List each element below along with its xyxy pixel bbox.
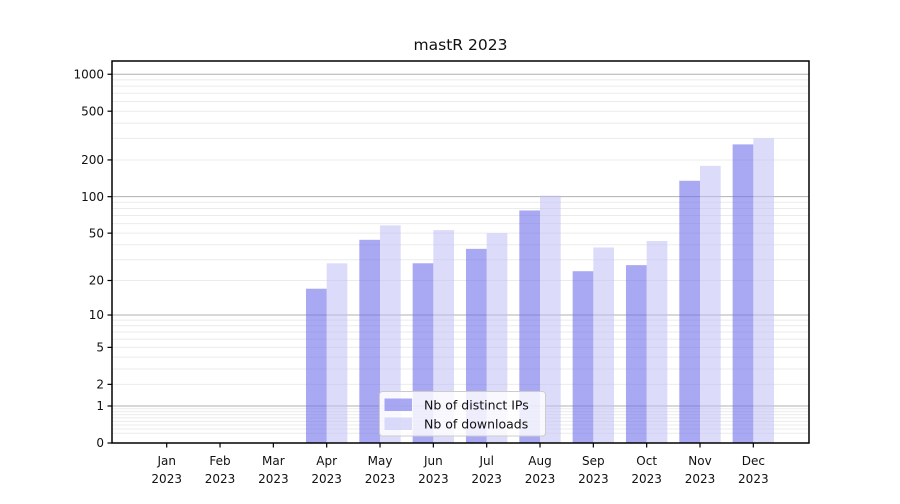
- bar-distinct-ips-may: [359, 239, 381, 443]
- y-tick-label: 1000: [73, 67, 104, 81]
- y-tick-label: 200: [81, 153, 104, 167]
- bar-distinct-ips-sep: [572, 271, 594, 443]
- y-tick-label: 1: [96, 399, 104, 413]
- x-tick-label-year: 2023: [685, 472, 716, 486]
- y-tick-label: 50: [89, 226, 104, 240]
- bar-downloads-may: [380, 225, 401, 443]
- legend-box: [379, 391, 546, 437]
- bar-downloads-jul: [486, 233, 508, 443]
- x-tick-label-year: 2023: [578, 472, 609, 486]
- x-tick-label-month: Aug: [528, 454, 551, 468]
- bar-downloads-aug: [540, 195, 561, 443]
- x-tick-label-month: Oct: [636, 454, 657, 468]
- legend-swatch-distinct-ips: [384, 398, 412, 411]
- x-tick-label-month: Dec: [742, 454, 765, 468]
- legend: Nb of distinct IPs Nb of downloads: [379, 391, 546, 437]
- y-tick-label: 10: [89, 308, 104, 322]
- y-tick-label: 500: [81, 104, 104, 118]
- x-tick-label-month: Apr: [316, 454, 337, 468]
- x-tick-label-month: Jan: [156, 454, 176, 468]
- legend-label-distinct-ips: Nb of distinct IPs: [424, 398, 529, 413]
- x-tick-label-year: 2023: [418, 472, 449, 486]
- bar-downloads-sep: [593, 247, 615, 443]
- x-tick-label-year: 2023: [151, 472, 182, 486]
- x-tick-label-year: 2023: [631, 472, 662, 486]
- bar-downloads-oct: [646, 241, 668, 443]
- x-tick-label-year: 2023: [525, 472, 556, 486]
- y-tick-label: 0: [96, 436, 104, 450]
- axis-tick-labels: 0 1 2 5 10 20 50 100 200 500 1000 Jan 2023 Feb 2023 Mar…: [73, 67, 768, 486]
- bar-distinct-ips-oct: [625, 265, 647, 443]
- legend-label-downloads: Nb of downloads: [424, 417, 528, 432]
- x-tick-label-year: 2023: [738, 472, 769, 486]
- bar-distinct-ips-aug: [519, 210, 541, 443]
- x-tick-label-year: 2023: [471, 472, 502, 486]
- x-tick-label-month: Mar: [262, 454, 285, 468]
- x-tick-label-month: May: [368, 454, 393, 468]
- bar-downloads-nov: [700, 165, 721, 444]
- axis-ticks: [107, 73, 754, 448]
- x-tick-label-month: Jun: [423, 454, 443, 468]
- x-tick-label-year: 2023: [365, 472, 396, 486]
- bar-downloads-jun: [433, 230, 455, 443]
- bar-downloads-apr: [326, 263, 348, 443]
- chart-title: mastR 2023: [414, 36, 508, 54]
- bar-distinct-ips-apr: [305, 288, 327, 443]
- x-tick-label-month: Nov: [688, 454, 711, 468]
- x-tick-label-month: Jul: [478, 454, 493, 468]
- y-tick-label: 100: [81, 190, 104, 204]
- x-tick-label-month: Sep: [582, 454, 605, 468]
- bar-distinct-ips-dec: [732, 144, 754, 443]
- x-tick-label-year: 2023: [205, 472, 236, 486]
- y-tick-label: 20: [89, 274, 104, 288]
- bar-distinct-ips-nov: [679, 180, 700, 443]
- plot-border: [111, 60, 810, 444]
- x-tick-label-year: 2023: [311, 472, 342, 486]
- x-tick-label-month: Feb: [209, 454, 230, 468]
- y-tick-label: 5: [96, 341, 104, 355]
- x-tick-label-year: 2023: [258, 472, 289, 486]
- y-tick-label: 2: [96, 378, 104, 392]
- bar-downloads-dec: [753, 138, 775, 444]
- legend-swatch-downloads: [384, 417, 412, 430]
